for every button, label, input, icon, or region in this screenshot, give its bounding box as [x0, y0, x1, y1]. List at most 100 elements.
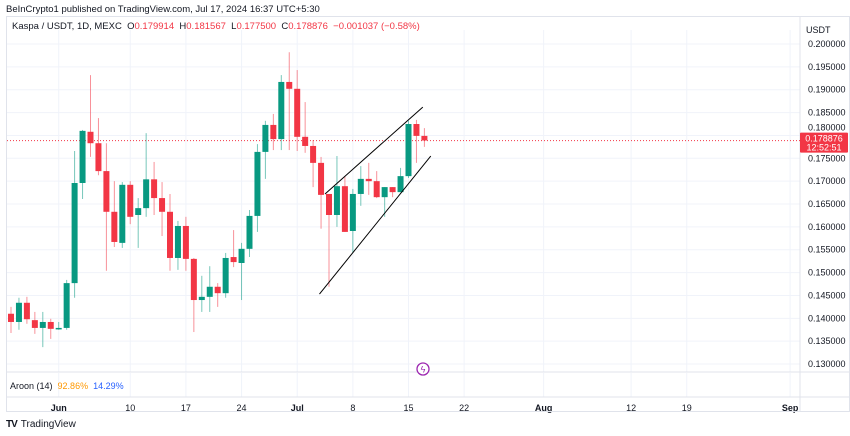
- candle-body[interactable]: [47, 321, 54, 329]
- high-label: H: [179, 21, 187, 32]
- candle-body[interactable]: [206, 286, 213, 297]
- candle-body[interactable]: [55, 327, 62, 330]
- candle-body[interactable]: [87, 131, 94, 144]
- candle-body[interactable]: [413, 124, 420, 136]
- aroon-up-value: 92.86%: [57, 381, 89, 391]
- candle-body[interactable]: [222, 257, 229, 294]
- candle-body[interactable]: [39, 321, 46, 328]
- open-label: O: [127, 21, 135, 32]
- date-tick-label: 15: [403, 403, 413, 413]
- candle-body[interactable]: [246, 215, 253, 249]
- candle-body[interactable]: [397, 176, 404, 193]
- candle-body[interactable]: [373, 181, 380, 198]
- candle-body[interactable]: [143, 179, 150, 209]
- date-tick-label: Jul: [291, 403, 304, 413]
- high-value: 0.181567: [186, 21, 226, 32]
- candle-body[interactable]: [182, 225, 189, 259]
- candle-body[interactable]: [103, 171, 110, 212]
- candle-body[interactable]: [151, 179, 158, 199]
- low-label: L: [231, 21, 237, 32]
- candle-body[interactable]: [95, 143, 102, 172]
- price-tick-label: 0.130000: [808, 359, 846, 369]
- candle-body[interactable]: [79, 130, 86, 183]
- candle-body[interactable]: [254, 151, 261, 216]
- price-tick-label: 0.155000: [808, 245, 846, 255]
- candle-body[interactable]: [135, 208, 142, 215]
- candle-body[interactable]: [326, 193, 332, 215]
- candle-body[interactable]: [190, 258, 197, 301]
- candle-body[interactable]: [286, 81, 293, 89]
- price-tick-label: 0.140000: [808, 313, 846, 323]
- candle-body[interactable]: [389, 187, 396, 193]
- candle-body[interactable]: [8, 313, 14, 322]
- candle-body[interactable]: [294, 88, 301, 137]
- candle-body[interactable]: [318, 162, 325, 195]
- aroon-label: Aroon (14): [10, 381, 53, 391]
- aroon-legend[interactable]: Aroon (14) 92.86% 14.29%: [10, 381, 124, 391]
- price-tick-label: 0.170000: [808, 176, 846, 186]
- lightning-event-icon[interactable]: [416, 362, 430, 376]
- candle-body[interactable]: [238, 248, 245, 263]
- candle-body[interactable]: [357, 178, 364, 194]
- date-tick-label: 8: [350, 403, 355, 413]
- candle-body[interactable]: [71, 182, 78, 284]
- candle-body[interactable]: [270, 124, 277, 140]
- ohlc-legend: Kaspa / USDT, 1D, MEXC O0.179914 H0.1815…: [12, 21, 420, 32]
- candle-body[interactable]: [167, 211, 173, 258]
- open-value: 0.179914: [134, 21, 175, 32]
- candle-body[interactable]: [119, 184, 126, 243]
- close-value: 0.178876: [288, 21, 328, 32]
- candle-body[interactable]: [262, 124, 269, 152]
- brand-label: TradingView: [20, 419, 76, 430]
- aroon-down-value: 14.29%: [93, 381, 124, 391]
- candle-body[interactable]: [198, 296, 205, 301]
- published-note: BeInCrypto1 published on TradingView.com…: [6, 4, 320, 15]
- candle-body[interactable]: [278, 81, 285, 140]
- candle-body[interactable]: [31, 320, 38, 328]
- price-tag: [800, 132, 848, 153]
- candle-body[interactable]: [365, 178, 372, 182]
- price-tick-label: 0.185000: [808, 108, 846, 118]
- price-tick-label: 0.160000: [808, 222, 846, 232]
- symbol-label[interactable]: Kaspa / USDT, 1D, MEXC: [12, 21, 122, 32]
- candle-body[interactable]: [333, 186, 340, 215]
- wedge-upper-trendline[interactable]: [324, 106, 424, 195]
- date-tick-label: Jun: [51, 403, 67, 413]
- lightning-glyph-icon: ϟ: [421, 365, 426, 375]
- chart-frame: [6, 16, 850, 412]
- candle-body[interactable]: [127, 184, 134, 217]
- candle-body[interactable]: [159, 198, 166, 212]
- candle-body[interactable]: [405, 124, 412, 177]
- candle-body[interactable]: [111, 211, 118, 242]
- candle-body[interactable]: [381, 187, 388, 198]
- currency-label: USDT: [806, 25, 831, 35]
- candle-body[interactable]: [421, 135, 428, 141]
- candle-body[interactable]: [214, 286, 221, 294]
- price-tick-label: 0.135000: [808, 336, 846, 346]
- price-tick-label: 0.150000: [808, 268, 846, 278]
- tradingview-icon: TV: [6, 419, 18, 430]
- candle-body[interactable]: [23, 302, 30, 320]
- date-tick-label: 24: [237, 403, 247, 413]
- date-tick-label: Sep: [782, 403, 799, 413]
- date-tick-label: Aug: [535, 403, 553, 413]
- wedge-lower-trendline[interactable]: [319, 155, 432, 295]
- candle-body[interactable]: [15, 302, 22, 322]
- date-tick-label: 19: [682, 403, 692, 413]
- price-tag-value: 0.178876: [805, 134, 843, 144]
- candle-body[interactable]: [341, 186, 348, 232]
- price-tick-label: 0.190000: [808, 85, 846, 95]
- close-label: C: [281, 21, 289, 32]
- change-value: −0.001037 (−0.58%): [333, 21, 420, 32]
- candle-body[interactable]: [174, 225, 181, 258]
- tradingview-logo[interactable]: TV TradingView: [6, 419, 76, 430]
- price-tick-label: 0.145000: [808, 290, 846, 300]
- candle-body[interactable]: [349, 193, 356, 231]
- date-tick-label: 10: [125, 403, 135, 413]
- candle-body[interactable]: [230, 257, 237, 263]
- candle-body[interactable]: [310, 145, 317, 163]
- candle-body[interactable]: [302, 136, 309, 146]
- date-tick-label: 22: [459, 403, 469, 413]
- candle-body[interactable]: [63, 283, 70, 328]
